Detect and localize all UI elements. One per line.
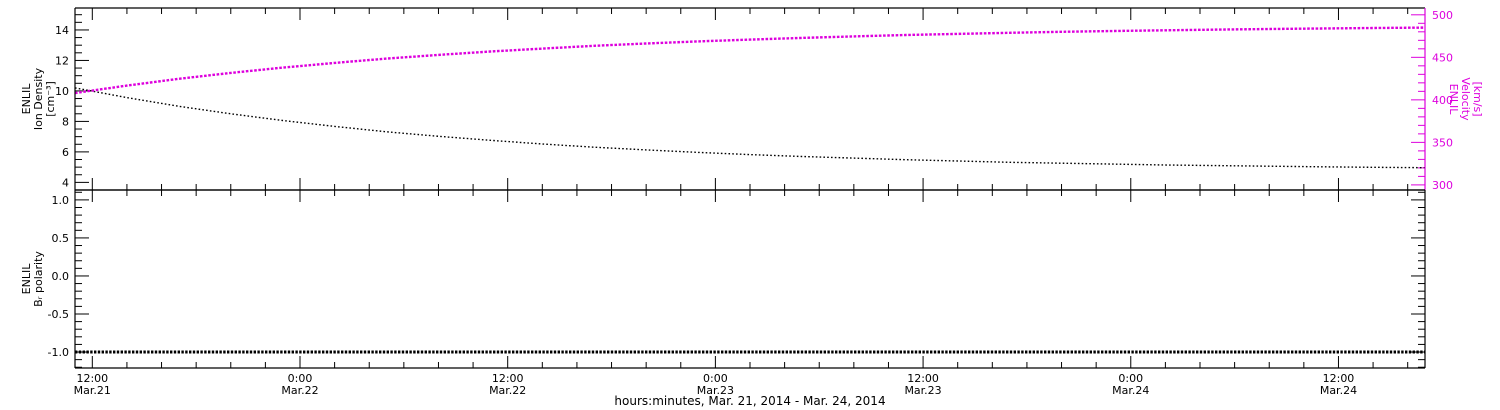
svg-text:0.5: 0.5 xyxy=(52,232,70,245)
svg-text:Velocity: Velocity xyxy=(1459,77,1472,121)
svg-text:Mar.21: Mar.21 xyxy=(74,384,111,397)
svg-text:12:00: 12:00 xyxy=(907,372,939,385)
svg-text:12:00: 12:00 xyxy=(1323,372,1355,385)
density-velocity-x-ticks xyxy=(91,8,1409,190)
svg-text:14: 14 xyxy=(55,24,69,37)
density-velocity-axis-titles: ENLIL Ion Density [cm⁻³] ENLIL Velocity [km/s… xyxy=(20,67,1484,130)
svg-text:0.0: 0.0 xyxy=(52,270,70,283)
x-tick-labels: 12:00Mar.210:00Mar.2212:00Mar.220:00Mar.… xyxy=(74,372,1357,397)
svg-text:10: 10 xyxy=(55,85,69,98)
svg-text:[km/s]: [km/s] xyxy=(1471,81,1484,116)
svg-text:12: 12 xyxy=(55,54,69,67)
svg-text:400: 400 xyxy=(1432,94,1453,107)
svg-text:8: 8 xyxy=(62,115,69,128)
density-velocity-right-axis: 300 350 400 450 500 xyxy=(1411,9,1453,192)
svg-text:-0.5: -0.5 xyxy=(48,308,69,321)
svg-text:500: 500 xyxy=(1432,9,1453,22)
svg-text:1.0: 1.0 xyxy=(52,194,70,207)
br-polarity-x-ticks xyxy=(91,190,1409,368)
br-polarity-border xyxy=(74,189,1426,369)
svg-text:Ion Density: Ion Density xyxy=(32,67,45,130)
svg-text:ENLIL: ENLIL xyxy=(1447,84,1460,116)
svg-text:ENLIL: ENLIL xyxy=(20,263,33,295)
svg-text:12:00: 12:00 xyxy=(76,372,108,385)
svg-text:0:00: 0:00 xyxy=(288,372,313,385)
svg-text:[cm⁻³]: [cm⁻³] xyxy=(44,81,57,117)
svg-text:450: 450 xyxy=(1432,51,1453,64)
svg-text:Mar.24: Mar.24 xyxy=(1320,384,1357,397)
svg-text:0:00: 0:00 xyxy=(1118,372,1143,385)
enlil-ion-density-series xyxy=(74,87,1426,169)
br-polarity-right-axis-mirror xyxy=(1411,191,1425,368)
svg-text:12:00: 12:00 xyxy=(492,372,524,385)
density-velocity-border xyxy=(74,7,1426,191)
br-polarity-left-axis: -1.0 -0.5 0.0 0.5 1.0 xyxy=(48,191,89,368)
density-velocity-left-axis: 4 6 8 10 12 14 xyxy=(55,14,89,191)
svg-text:6: 6 xyxy=(62,146,69,159)
svg-text:Mar.22: Mar.22 xyxy=(489,384,526,397)
svg-text:ENLIL: ENLIL xyxy=(20,83,33,115)
svg-text:-1.0: -1.0 xyxy=(48,346,69,359)
svg-text:Bᵣ polarity: Bᵣ polarity xyxy=(32,251,45,307)
svg-text:0:00: 0:00 xyxy=(703,372,728,385)
svg-text:Mar.23: Mar.23 xyxy=(697,384,734,397)
svg-text:Mar.22: Mar.22 xyxy=(281,384,318,397)
svg-text:Mar.24: Mar.24 xyxy=(1112,384,1149,397)
svg-text:Mar.23: Mar.23 xyxy=(904,384,941,397)
x-axis-title: hours:minutes, Mar. 21, 2014 - Mar. 24, … xyxy=(614,394,886,408)
br-polarity-panel: -1.0-0.50.00.51.012:00Mar.210:00Mar.2212… xyxy=(20,189,1426,397)
br-polarity-axis-titles: ENLIL Bᵣ polarity xyxy=(20,251,45,307)
svg-text:300: 300 xyxy=(1432,179,1453,192)
svg-text:350: 350 xyxy=(1432,136,1453,149)
svg-text:4: 4 xyxy=(62,176,69,189)
enlil-velocity-series xyxy=(74,26,1426,95)
